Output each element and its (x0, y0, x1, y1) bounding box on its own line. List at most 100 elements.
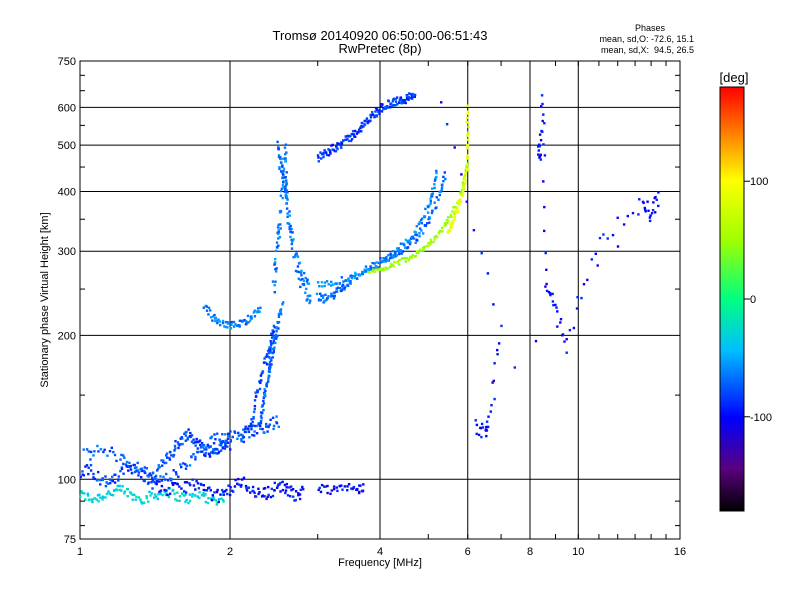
data-point (440, 188, 443, 191)
data-point (271, 494, 275, 498)
data-point (551, 300, 555, 303)
data-point (290, 247, 294, 250)
data-point (397, 252, 401, 256)
data-point (272, 427, 275, 431)
data-point (538, 144, 541, 148)
data-point (457, 209, 460, 213)
data-point (371, 113, 375, 116)
data-point (446, 231, 450, 234)
data-point (196, 440, 200, 444)
data-point (415, 233, 419, 237)
data-point (544, 251, 547, 255)
data-point (276, 246, 279, 249)
data-point (290, 485, 293, 488)
data-point (194, 494, 197, 497)
data-point (172, 455, 175, 458)
data-point (187, 501, 190, 505)
data-point (140, 467, 144, 470)
data-point (326, 296, 329, 300)
data-point (392, 104, 396, 107)
data-point (644, 210, 647, 213)
stats-o-line: mean, sd,O: -72.6, 15.1 (599, 34, 694, 44)
data-point (346, 283, 349, 287)
data-point (252, 416, 255, 419)
data-point (129, 468, 133, 471)
data-point (647, 209, 650, 212)
data-point (318, 285, 321, 288)
data-point (276, 226, 280, 229)
data-point (245, 320, 248, 323)
data-point (279, 157, 283, 161)
data-point (382, 107, 385, 111)
data-point (302, 488, 305, 491)
data-point (281, 488, 285, 492)
data-point (89, 464, 93, 467)
data-point (257, 307, 260, 310)
data-point (194, 488, 197, 491)
data-point (165, 472, 168, 476)
data-point (305, 280, 309, 283)
data-point (148, 490, 151, 493)
data-point (249, 491, 252, 494)
data-point (303, 271, 306, 275)
data-point (98, 478, 102, 482)
data-point (82, 474, 85, 477)
data-point (540, 105, 543, 108)
data-point (286, 212, 289, 215)
data-point (158, 490, 161, 493)
data-point (192, 484, 196, 487)
data-point (275, 241, 279, 244)
data-point (199, 450, 202, 453)
data-point (565, 351, 568, 354)
data-point (364, 270, 368, 273)
data-point (340, 142, 344, 145)
data-point (151, 487, 154, 490)
data-point (559, 318, 563, 321)
data-point (197, 487, 201, 490)
data-point (354, 135, 357, 138)
data-point (160, 479, 164, 482)
data-point (460, 191, 463, 194)
data-point (181, 442, 184, 446)
data-point (374, 268, 378, 271)
data-point (418, 227, 422, 230)
data-point (96, 444, 99, 448)
data-point (616, 245, 620, 248)
data-point (265, 384, 268, 387)
data-point (156, 497, 159, 501)
data-point (188, 499, 192, 503)
data-point (341, 488, 344, 491)
data-point (173, 492, 176, 495)
data-point (319, 151, 322, 154)
data-point (247, 486, 251, 489)
data-point (548, 292, 552, 295)
data-point (209, 489, 212, 492)
data-point (128, 461, 131, 465)
data-point (435, 234, 438, 238)
data-point (322, 294, 325, 297)
data-point (151, 479, 154, 482)
data-point (401, 99, 404, 103)
data-point (247, 427, 250, 431)
data-point (244, 427, 247, 431)
data-point (270, 359, 273, 362)
data-point (285, 179, 288, 182)
data-point (419, 219, 423, 222)
data-point (153, 477, 157, 480)
data-point (108, 478, 112, 481)
data-point (392, 249, 395, 253)
data-point (184, 434, 188, 437)
data-point (229, 486, 232, 489)
data-point (170, 454, 173, 457)
data-point (164, 493, 168, 497)
data-point (435, 171, 438, 175)
data-point (294, 498, 297, 502)
data-point (278, 483, 281, 486)
data-point (320, 153, 324, 156)
data-point (144, 471, 147, 475)
data-point (285, 190, 288, 193)
data-point (457, 200, 460, 204)
data-point (269, 348, 272, 352)
data-point (440, 226, 444, 230)
data-point (232, 325, 236, 328)
